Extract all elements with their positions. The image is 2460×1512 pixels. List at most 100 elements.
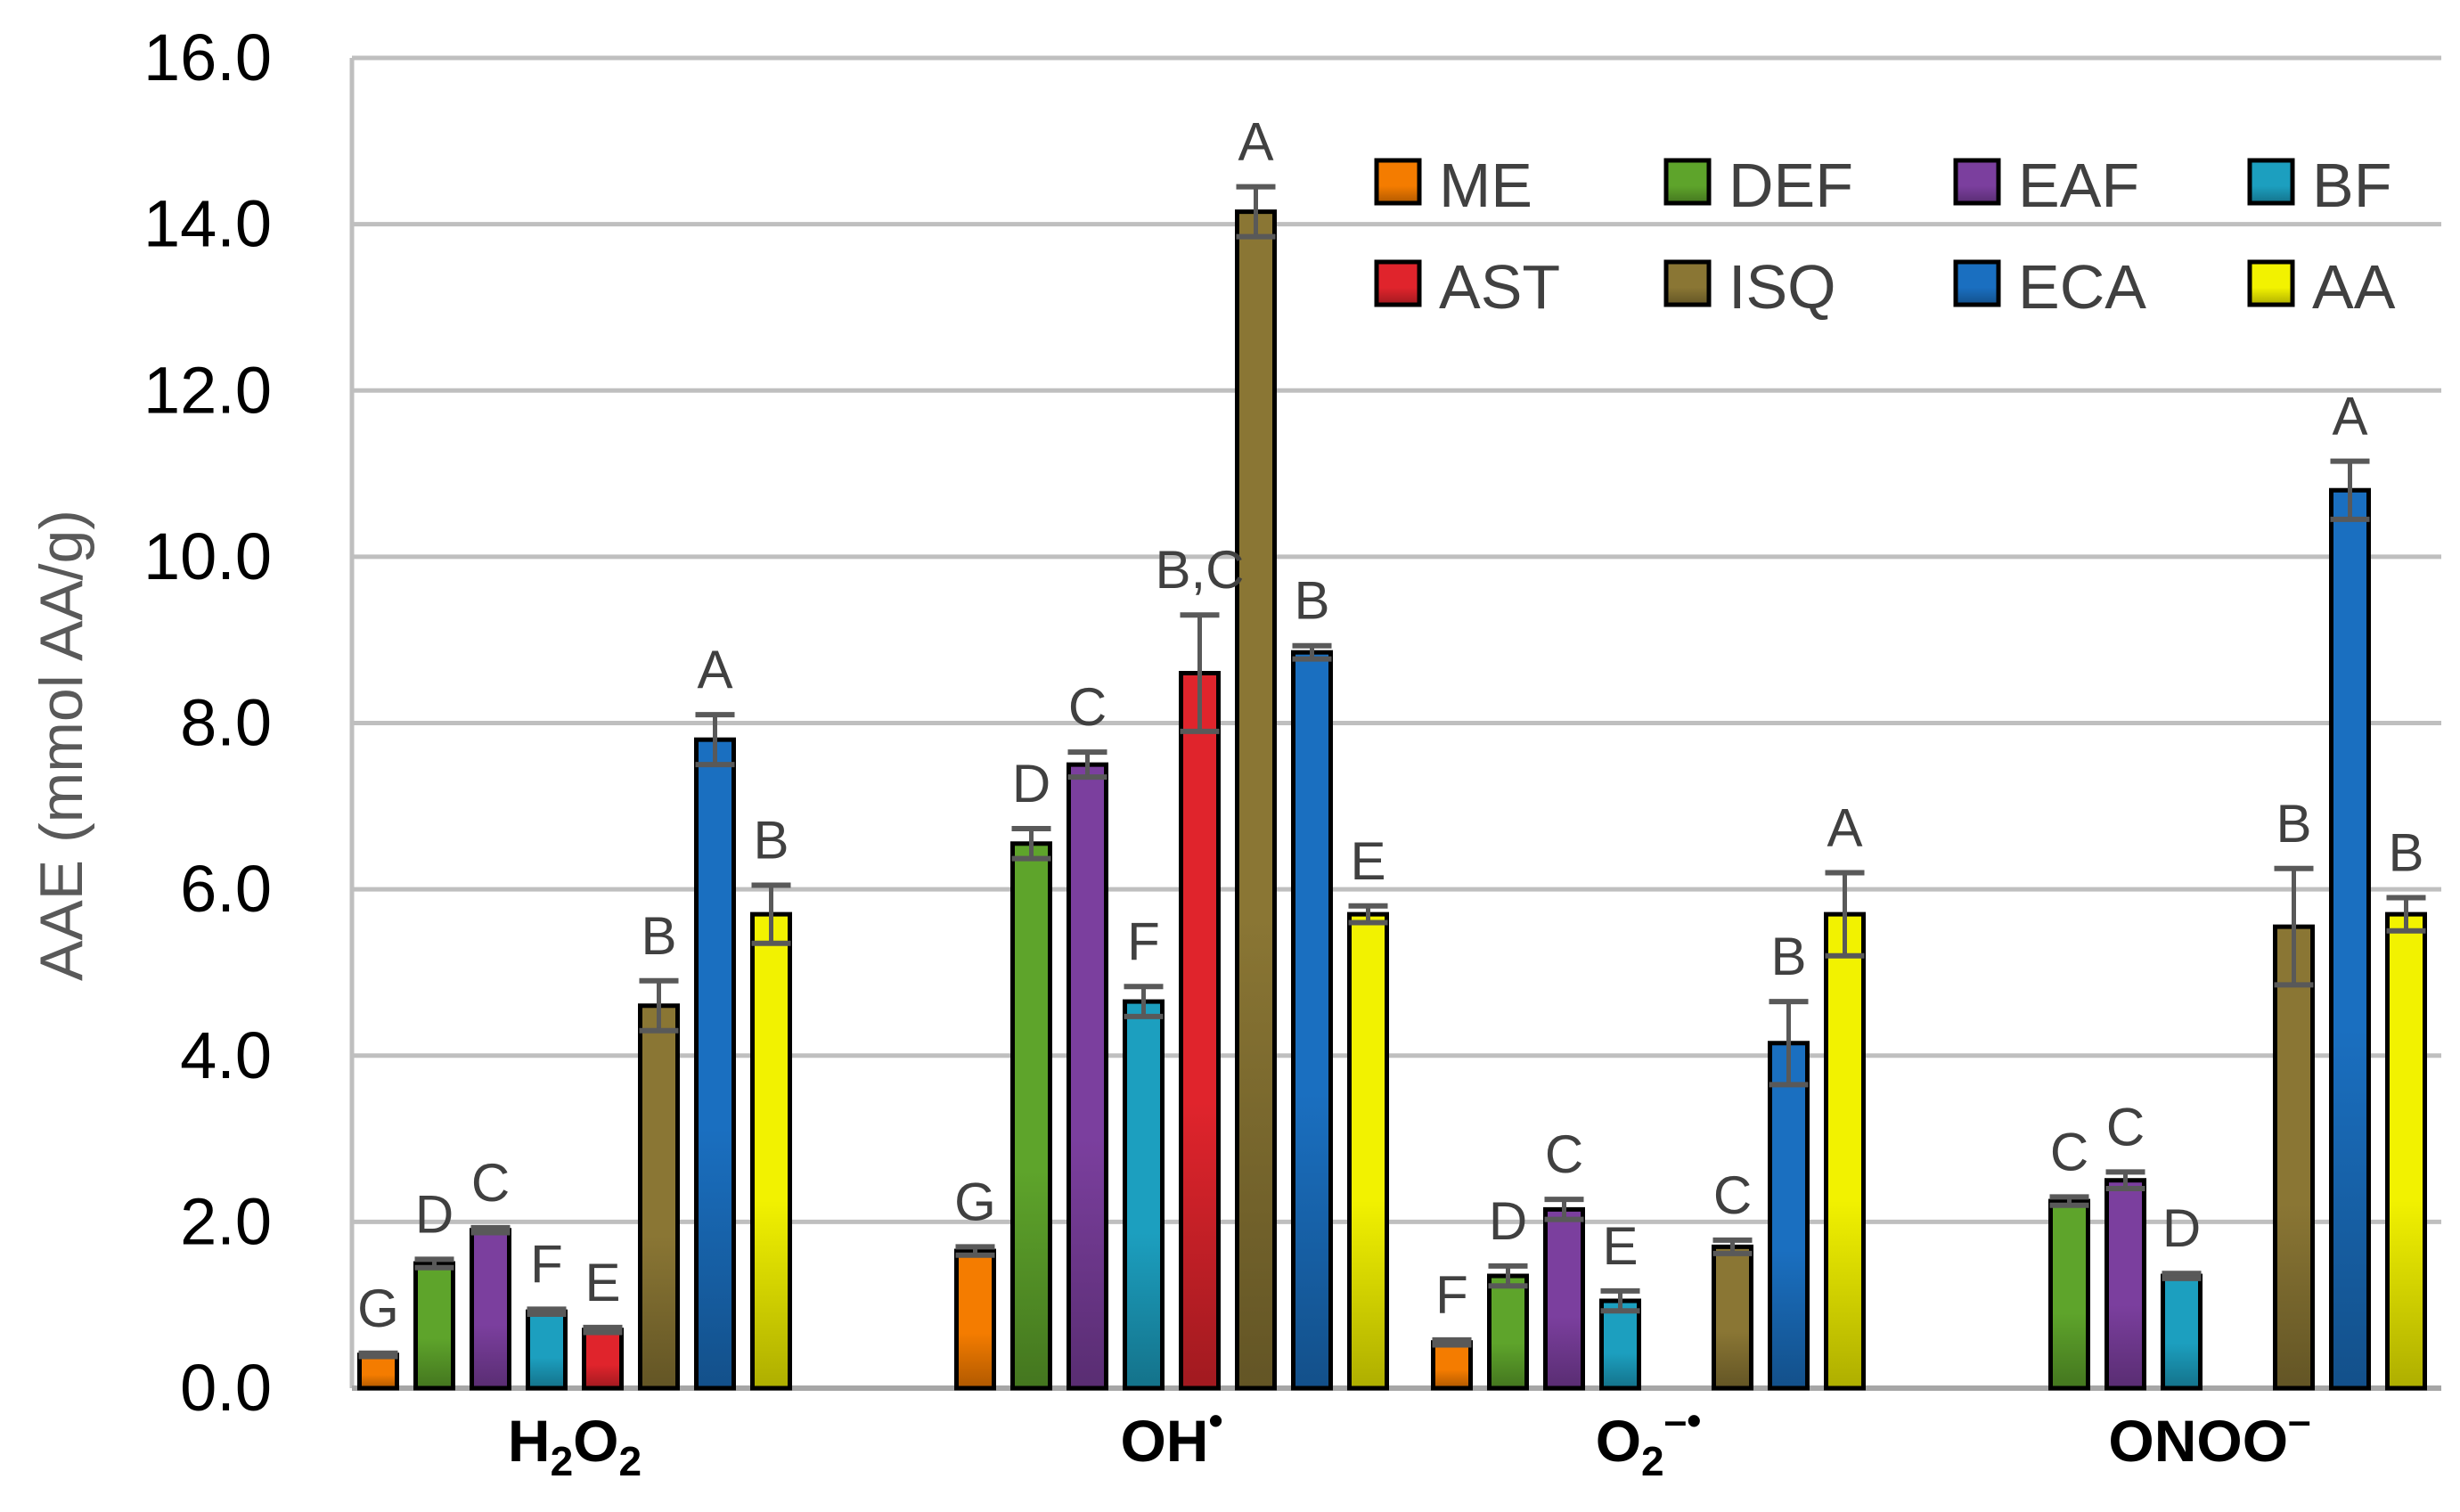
error-bar xyxy=(2105,1169,2145,1192)
significance-letter: G xyxy=(954,1172,996,1231)
legend-item-eca: ECA xyxy=(1953,252,2146,322)
error-bar xyxy=(1348,903,1388,926)
significance-letter: F xyxy=(1127,911,1160,971)
significance-letter: C xyxy=(471,1153,510,1213)
bar-def xyxy=(413,1261,455,1391)
significance-letter: B xyxy=(1770,927,1806,986)
legend-item-aa: AA xyxy=(2247,252,2396,322)
bar-aa xyxy=(2385,911,2427,1391)
significance-letter: D xyxy=(1489,1191,1527,1251)
error-bar xyxy=(1432,1336,1472,1348)
error-bar xyxy=(1124,984,1164,1019)
error-bar xyxy=(2049,1194,2089,1208)
significance-letter: D xyxy=(1012,754,1050,813)
bar-aa xyxy=(750,911,792,1391)
significance-letter: G xyxy=(357,1279,399,1338)
error-bar xyxy=(2386,895,2426,934)
error-bar xyxy=(695,712,735,768)
legend-swatch xyxy=(1953,259,2001,307)
significance-letter: E xyxy=(1350,831,1385,891)
bar-me xyxy=(954,1248,996,1391)
bars xyxy=(357,184,2427,1391)
bar-eaf xyxy=(1543,1206,1585,1391)
bar-ast xyxy=(582,1328,624,1391)
error-bar xyxy=(1488,1263,1528,1289)
bar-isq xyxy=(2273,924,2315,1391)
bar-bf xyxy=(1599,1298,1641,1391)
significance-letter: B xyxy=(1294,571,1329,631)
error-bar xyxy=(1180,612,1220,734)
x-category-label: H2O2 xyxy=(508,1408,642,1484)
legend-swatch xyxy=(1374,259,1422,307)
y-tick-label: 8.0 xyxy=(180,686,272,760)
bar-eca xyxy=(694,737,736,1391)
bar-ast xyxy=(1179,671,1221,1391)
error-bar xyxy=(955,1244,995,1258)
error-bar xyxy=(583,1324,623,1336)
significance-letter: B xyxy=(2276,794,2311,854)
y-tick-label: 0.0 xyxy=(180,1351,272,1425)
significance-letter: A xyxy=(1827,797,1862,857)
bar-aa xyxy=(1824,911,1866,1391)
error-bar xyxy=(358,1350,398,1360)
bar-isq xyxy=(1235,209,1277,1391)
legend-swatch xyxy=(1374,158,1422,206)
legend-label: ISQ xyxy=(1729,252,1836,322)
significance-letter: C xyxy=(1713,1165,1752,1225)
x-category-label: OH• xyxy=(1120,1397,1222,1474)
error-bar xyxy=(1712,1237,1753,1256)
significance-letter: A xyxy=(1238,112,1273,172)
error-bar xyxy=(2162,1271,2202,1281)
bar-eaf xyxy=(1067,762,1108,1391)
bar-eaf xyxy=(470,1228,511,1391)
y-tick-label: 4.0 xyxy=(180,1018,272,1092)
significance-letter: E xyxy=(1602,1216,1638,1276)
legend-swatch xyxy=(1953,158,2001,206)
legend-label: EAF xyxy=(2018,151,2139,220)
legend-item-me: ME xyxy=(1374,151,1532,220)
x-category-label: O2–• xyxy=(1596,1397,1702,1484)
bar-def xyxy=(1010,841,1052,1391)
y-tick-label: 12.0 xyxy=(143,353,272,427)
significance-letter: A xyxy=(2332,387,2367,446)
error-bar xyxy=(1825,870,1865,959)
error-bar xyxy=(527,1306,567,1317)
bar-bf xyxy=(2161,1273,2203,1391)
legend-item-eaf: EAF xyxy=(1953,151,2139,220)
y-tick-label: 10.0 xyxy=(143,519,272,593)
legend: ME DEF EAF BF AST ISQ ECA AA xyxy=(1374,151,2396,322)
labels: 0.0 2.0 4.0 6.0 8.0 10.0 12.0 14.0 16.0 AAE (mmol… xyxy=(28,20,2424,1484)
legend-item-def: DEF xyxy=(1663,151,1853,220)
significance-letter: B,C xyxy=(1155,540,1244,600)
legend-swatch xyxy=(1663,158,1712,206)
error-bar xyxy=(1544,1197,1584,1222)
x-category-label: ONOO– xyxy=(2108,1397,2310,1474)
legend-label: ME xyxy=(1439,151,1532,220)
legend-label: BF xyxy=(2312,151,2391,220)
error-bar xyxy=(414,1256,454,1271)
error-bar xyxy=(751,882,791,946)
bar-eca xyxy=(1291,650,1333,1391)
y-tick-label: 14.0 xyxy=(143,187,272,261)
y-tick-label: 16.0 xyxy=(143,20,272,94)
bar-aa xyxy=(1347,911,1389,1391)
legend-label: ECA xyxy=(2018,252,2146,322)
legend-label: AST xyxy=(1439,252,1560,322)
significance-letter: C xyxy=(1068,677,1107,737)
bar-eca xyxy=(2329,487,2371,1391)
y-tick-label: 6.0 xyxy=(180,852,272,926)
legend-item-isq: ISQ xyxy=(1663,252,1836,322)
legend-swatch xyxy=(1663,259,1712,307)
error-bar xyxy=(2330,458,2370,522)
significance-letter: C xyxy=(2106,1097,2145,1156)
bar-bf xyxy=(1123,999,1165,1391)
significance-letter: D xyxy=(2162,1198,2201,1258)
legend-item-ast: AST xyxy=(1374,252,1560,322)
error-bar xyxy=(639,977,679,1034)
bar-eaf xyxy=(2104,1178,2146,1391)
bar-me xyxy=(1431,1340,1473,1391)
y-tick-label: 2.0 xyxy=(180,1184,272,1258)
bar-isq xyxy=(1712,1244,1753,1391)
significance-letter: C xyxy=(2050,1122,2088,1181)
